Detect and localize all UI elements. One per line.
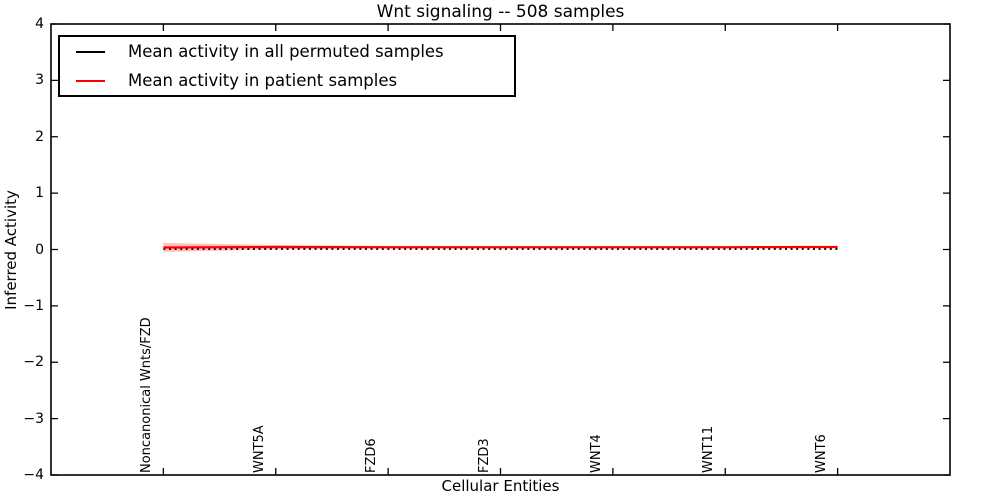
y-tick-label: 3 <box>35 72 44 89</box>
y-tick-label: 2 <box>35 128 44 145</box>
y-tick-label: 4 <box>35 16 44 32</box>
x-axis-label: Cellular Entities <box>441 477 560 495</box>
x-tick-label: FZD3 <box>476 438 492 473</box>
legend-entry-permuted: Mean activity in all permuted samples <box>60 37 514 66</box>
y-tick-label: −3 <box>23 410 44 427</box>
x-tick-label: WNT5A <box>251 425 267 473</box>
x-tick-label: WNT11 <box>701 425 717 473</box>
y-tick-label: −1 <box>23 297 44 314</box>
x-tick-label: WNT6 <box>813 434 829 473</box>
y-tick-label: 1 <box>35 185 44 202</box>
chart-legend: Mean activity in all permuted samples Me… <box>58 35 516 97</box>
legend-label: Mean activity in all permuted samples <box>128 42 444 61</box>
x-tick-label: WNT4 <box>588 434 604 473</box>
chart-title: Wnt signaling -- 508 samples <box>376 2 625 22</box>
legend-entry-patient: Mean activity in patient samples <box>60 66 514 95</box>
x-tick-label: Noncanonical Wnts/FZD <box>139 317 155 473</box>
x-tick-label: FZD6 <box>364 438 380 473</box>
y-tick-label: 0 <box>35 241 44 258</box>
y-tick-label: −4 <box>23 467 44 483</box>
permuted-line-sample-icon <box>76 50 105 53</box>
patient-line-sample-icon <box>76 79 105 82</box>
y-tick-label: −2 <box>23 354 44 371</box>
legend-label: Mean activity in patient samples <box>128 71 398 90</box>
